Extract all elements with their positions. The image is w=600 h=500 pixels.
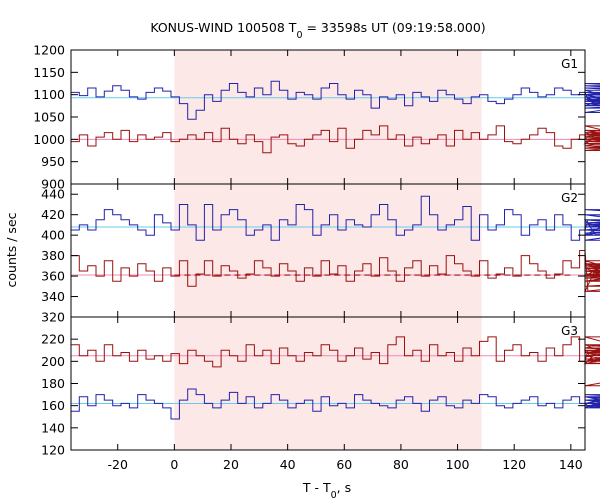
y-tick-label: 1050 <box>33 110 65 125</box>
y-tick-label: 1100 <box>33 87 65 102</box>
x-tick-label: 60 <box>336 457 352 472</box>
y-tick-label: 180 <box>41 376 65 391</box>
y-tick-label: 1000 <box>33 132 65 147</box>
panel-label: G3 <box>561 324 578 338</box>
panel-g1: 900 950 1000 1050 1100 1150 1200 G1 <box>33 43 600 192</box>
y-tick-label: 1200 <box>33 43 65 58</box>
x-tick-label: 80 <box>393 457 409 472</box>
red-lightcurve-series <box>71 250 600 292</box>
red-lightcurve-series <box>71 125 600 154</box>
panels-group: 90095010001050110011501200G1320340360380… <box>33 43 600 472</box>
y-tick-label: 360 <box>41 269 65 284</box>
panel-label: G1 <box>561 57 578 71</box>
panel-g2: 320 340 360 380 400 420 440 G2 <box>41 183 600 325</box>
y-tick-label: 120 <box>41 443 65 458</box>
x-tick-label: 100 <box>446 457 470 472</box>
y-tick-label: 220 <box>41 332 65 347</box>
y-tick-label: 950 <box>41 154 65 169</box>
red-lightcurve-series <box>71 336 600 387</box>
y-tick-label: 340 <box>41 289 65 304</box>
x-tick-label: 40 <box>280 457 296 472</box>
x-tick-label: 140 <box>559 457 583 472</box>
y-tick-label: 320 <box>41 310 65 325</box>
y-tick-label: 420 <box>41 207 65 222</box>
y-tick-label: 380 <box>41 248 65 263</box>
x-tick-label: 0 <box>170 457 178 472</box>
y-tick-label: 440 <box>41 187 65 202</box>
shaded-interval <box>174 184 482 317</box>
shaded-interval <box>174 50 482 184</box>
y-tick-label: 400 <box>41 228 65 243</box>
x-tick-label: 20 <box>223 457 239 472</box>
blue-lightcurve-series <box>71 195 600 241</box>
panel-label: G2 <box>561 191 578 205</box>
x-axis-label: T - T0, s <box>302 480 351 500</box>
chart-title: KONUS-WIND 100508 T0 = 33598s UT (09:19:… <box>150 20 485 41</box>
panel-g3: 120 140 160 180 200 220 -20 0 20 40 60 80 100 120 140 G… <box>41 316 600 472</box>
y-tick-label: 900 <box>41 177 65 192</box>
blue-lightcurve-series <box>71 388 600 420</box>
y-tick-label: 140 <box>41 420 65 435</box>
y-tick-label: 1150 <box>33 65 65 80</box>
blue-lightcurve-series <box>71 80 600 120</box>
x-tick-label: -20 <box>108 457 128 472</box>
shaded-interval <box>174 317 482 450</box>
y-tick-label: 160 <box>41 398 65 413</box>
y-axis-label: counts / sec <box>4 212 19 287</box>
y-tick-label: 200 <box>41 354 65 369</box>
x-tick-label: 120 <box>502 457 526 472</box>
